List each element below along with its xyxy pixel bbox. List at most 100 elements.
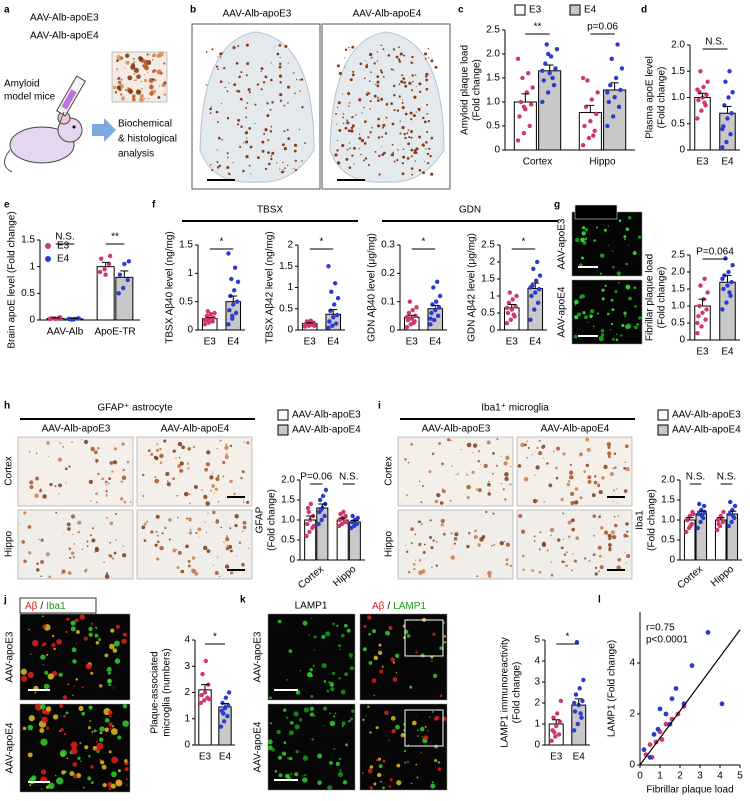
- stain: [390, 715, 396, 721]
- stain: [96, 741, 98, 743]
- stain: [156, 443, 159, 446]
- stain: [504, 498, 507, 501]
- stain: [46, 441, 50, 445]
- stain: [43, 683, 50, 690]
- data-point: [728, 293, 733, 298]
- stain: [230, 571, 234, 575]
- stain: [468, 531, 471, 535]
- plaque: [216, 149, 218, 151]
- stain: [546, 549, 550, 552]
- stain: [215, 519, 220, 524]
- data-point: [610, 114, 616, 119]
- y-tick-label: 2: [184, 687, 190, 698]
- stain: [226, 544, 229, 547]
- stain: [377, 757, 382, 761]
- plaque: [393, 160, 396, 163]
- plaque: [407, 142, 411, 146]
- x-tick-label: E4: [219, 752, 232, 763]
- data-point: [554, 47, 560, 52]
- legend-marker: [569, 4, 581, 16]
- y-tick-label: 0: [494, 145, 500, 156]
- plaque: [429, 154, 432, 158]
- stain: [150, 452, 154, 457]
- data-point: [536, 287, 542, 292]
- stain: [115, 624, 120, 629]
- stain: [62, 695, 68, 700]
- significance-label: N.S.: [686, 472, 705, 483]
- plaque: [415, 111, 417, 113]
- y-tick-label: 1: [184, 713, 190, 724]
- plaque: [264, 167, 268, 171]
- stain: [303, 707, 309, 713]
- stain: [560, 546, 564, 550]
- panel-letter: i: [378, 401, 381, 412]
- stain: [379, 780, 383, 783]
- stain: [81, 439, 83, 441]
- data-point: [318, 507, 324, 513]
- stain: [189, 502, 191, 505]
- plaque: [365, 64, 368, 67]
- stain: [222, 475, 225, 478]
- x-tick-label: Cortex: [296, 564, 326, 591]
- stain: [585, 463, 590, 468]
- data-point: [577, 686, 582, 691]
- plaque: [300, 78, 304, 81]
- data-point: [203, 658, 209, 664]
- plaque: [269, 108, 272, 111]
- stain: [443, 635, 447, 638]
- plaque: [280, 170, 284, 174]
- stain: [228, 544, 233, 549]
- y-tick-label: 2: [287, 240, 293, 251]
- stain: [592, 325, 595, 328]
- stain-part: Iba1: [46, 601, 66, 612]
- stain: [403, 749, 407, 753]
- plaque: [254, 103, 257, 106]
- data-point: [329, 289, 334, 294]
- stain: [70, 626, 76, 632]
- panel-letter: j: [3, 595, 7, 606]
- stain: [91, 538, 96, 543]
- plaque: [392, 151, 395, 154]
- data-point: [726, 523, 732, 529]
- y-tick-label: 1.0: [281, 515, 295, 526]
- plaque: [374, 151, 377, 153]
- stain: [435, 541, 438, 543]
- plaque: [209, 112, 212, 115]
- data-point: [504, 321, 510, 326]
- micrograph: [359, 703, 448, 791]
- bar: [115, 276, 134, 321]
- stain: [142, 473, 145, 476]
- y-tick-label: 0.5: [671, 318, 685, 329]
- stain: [58, 730, 61, 733]
- stain: [53, 647, 56, 651]
- plaque: [408, 81, 412, 85]
- stain: [431, 781, 434, 784]
- stain: [363, 624, 367, 628]
- stain: [625, 522, 629, 526]
- stain: [616, 333, 618, 335]
- plaque: [425, 141, 428, 144]
- stain: [149, 91, 154, 96]
- stain: [207, 512, 209, 514]
- plaque: [338, 71, 342, 76]
- stain: [563, 553, 567, 556]
- stain: [485, 510, 488, 514]
- plaque: [287, 102, 289, 104]
- stain: [83, 636, 88, 641]
- x-tick-label: Hippo: [589, 157, 616, 168]
- panel-letter: l: [598, 595, 601, 606]
- stain: [309, 706, 314, 711]
- stain: [114, 512, 118, 515]
- plaque: [425, 87, 429, 91]
- data-point: [669, 696, 675, 702]
- panel-letter: h: [4, 401, 10, 412]
- stain: [113, 551, 117, 555]
- plaque: [406, 156, 410, 160]
- legend-marker: [45, 243, 51, 249]
- data-point: [521, 104, 527, 110]
- data-point: [414, 305, 419, 310]
- stain: [312, 664, 315, 667]
- plaque: [260, 67, 264, 71]
- stain: [431, 566, 433, 569]
- stain: [510, 465, 512, 468]
